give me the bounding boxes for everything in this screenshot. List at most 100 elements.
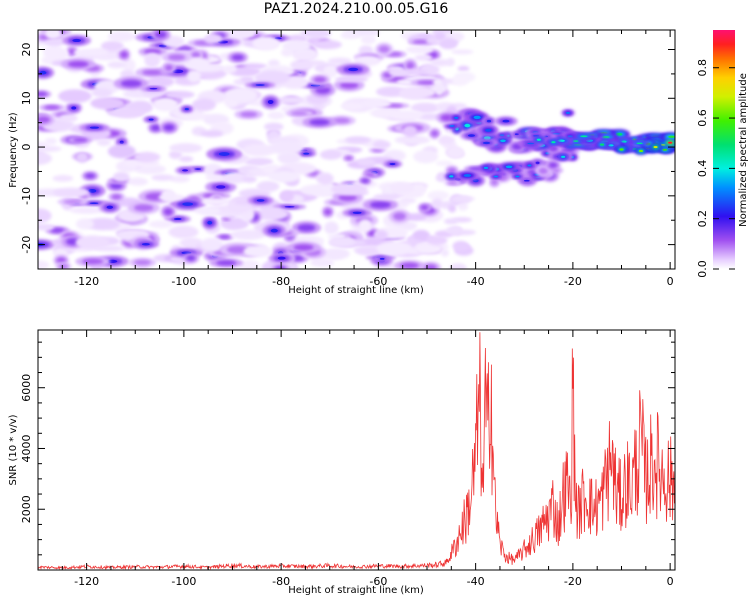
spectrogram-cell <box>52 174 74 182</box>
spectrogram-cell <box>252 36 280 51</box>
spectrogram-cell <box>365 173 375 177</box>
spectrogram-cell <box>240 76 255 83</box>
spectrogram-cell <box>413 149 439 164</box>
spectrogram-cell <box>414 54 433 61</box>
spectrogram-cell <box>372 140 391 150</box>
spectrogram-cell <box>52 187 89 198</box>
spectrogram-cell <box>151 174 174 181</box>
spectrogram-cell <box>514 133 519 136</box>
spectrogram-cell <box>240 111 258 118</box>
spectrogram-cell <box>410 183 426 195</box>
spectrogram-cell <box>182 169 189 172</box>
spectrogram-cell <box>438 135 456 145</box>
spectrogram-cell <box>113 171 130 182</box>
colorbar-tick-label: 0.6 <box>696 109 709 127</box>
spectrogram-cell <box>91 88 113 98</box>
spectrogram-cell <box>290 111 308 116</box>
spectrogram-cell <box>148 220 174 229</box>
spectrogram-cell <box>373 229 388 241</box>
spectrogram-cell <box>38 91 48 97</box>
spectrogram-cell <box>340 102 365 110</box>
spectrogram-cell <box>297 224 316 232</box>
spectrogram-cell <box>375 86 408 98</box>
spectrogram-cell <box>412 229 430 241</box>
spectrogram-cell <box>383 72 392 78</box>
spectrogram-cell <box>144 49 162 54</box>
spectrogram-cell <box>38 116 51 124</box>
spectrogram-cell <box>369 201 391 209</box>
spectrogram-cell <box>254 207 289 221</box>
spectrogram-cell <box>167 54 186 61</box>
spectrogram-cell <box>390 110 423 121</box>
colorbar: 0.0 0.2 0.4 0.6 0.8 Normalized spectral ampl… <box>696 30 749 278</box>
spectrogram-cell <box>303 152 310 155</box>
figure-title: PAZ1.2024.210.00.05.G16 <box>263 1 449 17</box>
colorbar-tick-label: 0.4 <box>696 160 709 178</box>
spectrogram-cell <box>69 207 104 214</box>
spectrogram-cell <box>468 134 475 137</box>
y-tick-label: 6000 <box>20 374 33 402</box>
y-tick-label: 4000 <box>20 434 33 462</box>
spectrogram-cell <box>472 178 479 183</box>
spectrogram-cell <box>169 175 190 183</box>
spectrogram-cell <box>417 113 442 121</box>
x-tick-label: 0 <box>667 275 674 288</box>
spectrogram-cell <box>82 258 104 265</box>
spectrogram-cell <box>573 140 579 143</box>
spectrogram-cell <box>323 65 338 78</box>
spectrogram-cell <box>194 168 202 170</box>
spectrogram-cell <box>134 204 154 212</box>
spectrogram-cell <box>360 99 392 109</box>
spectrogram-cell <box>299 30 332 38</box>
spectrogram-cell <box>63 200 83 204</box>
colorbar-tick-label: 0.0 <box>696 260 709 278</box>
spectrogram-cell <box>446 57 455 67</box>
spectrogram-cell <box>379 257 385 260</box>
spectrogram-cell <box>290 59 314 71</box>
spectrogram-cell <box>400 262 419 269</box>
spectrogram-cell <box>619 148 624 151</box>
spectrogram-cell <box>414 242 442 255</box>
y-tick-label: -10 <box>20 187 33 205</box>
spectrogram-cell <box>464 123 471 128</box>
spectrogram-cell <box>345 136 371 144</box>
spectrogram-cell <box>89 202 99 205</box>
spectrogram-cell <box>437 172 447 180</box>
spectrogram-cell <box>199 207 221 215</box>
spectrogram-cell <box>445 226 462 234</box>
spectrogram-cell <box>388 68 411 77</box>
x-tick-label: -120 <box>74 275 99 288</box>
spectrogram-cell <box>352 211 362 215</box>
spectrogram-cell <box>393 212 406 221</box>
spectrogram-cell <box>400 197 416 204</box>
spectrogram-cell <box>515 175 520 178</box>
spectrogram-cell <box>600 143 605 146</box>
y-tick-label: -20 <box>20 236 33 254</box>
spectrogram-cell <box>279 190 294 203</box>
spectrogram-cell <box>340 31 360 40</box>
spectrogram-cell <box>402 125 418 137</box>
spectrogram-cell <box>282 40 311 53</box>
spectrogram-cell <box>267 111 285 120</box>
spectrogram-cell <box>38 152 53 165</box>
spectrogram-cell <box>122 58 136 73</box>
spectrogram-cell <box>339 81 359 89</box>
spectrogram-cell <box>239 260 260 269</box>
y-tick-label: 2000 <box>20 495 33 523</box>
spectrogram-cell <box>50 228 65 233</box>
spectrogram-cell <box>172 69 184 74</box>
spectrogram-cell <box>152 97 179 112</box>
spectrogram-cell <box>338 193 357 201</box>
spectrogram-cell <box>435 85 444 96</box>
spectrogram-cell <box>323 248 350 260</box>
spectrogram-cell <box>58 264 69 269</box>
spectrogram-cell <box>410 102 440 114</box>
spectrogram-cell <box>360 34 376 45</box>
spectrogram-cell <box>390 183 415 194</box>
spectrogram-cell <box>163 208 173 216</box>
spectrogram-cell <box>376 241 413 256</box>
spectrogram-cell <box>548 162 558 169</box>
spectrogram-cell <box>427 235 448 246</box>
snr-x-label: Height of straight line (km) <box>288 585 424 596</box>
